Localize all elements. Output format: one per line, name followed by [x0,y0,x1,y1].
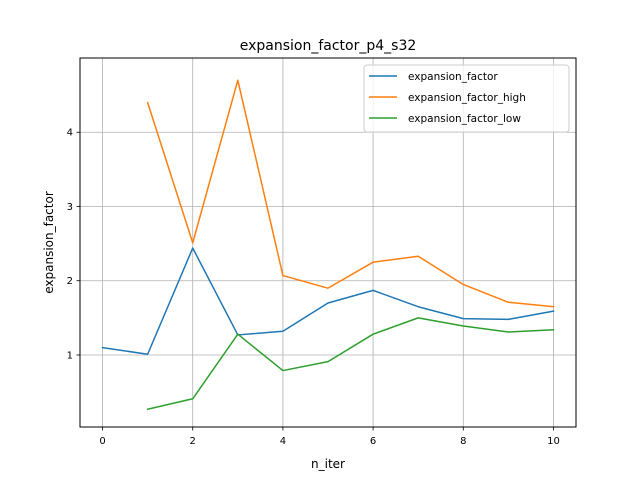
legend-label: expansion_factor_high [408,92,526,104]
series-line-expansion-factor-low [146,317,555,411]
legend: expansion_factor expansion_factor_highexp… [363,64,570,133]
chart-title: expansion_factor_p4_s32 [240,38,417,54]
x-tick-label: 6 [370,436,376,447]
y-axis-label: expansion_factor [42,191,56,294]
y-tick-label: 3 [67,202,73,213]
series-line-expansion-factor [101,247,555,355]
y-tick-label: 1 [67,350,73,361]
x-tick-label: 8 [460,436,466,447]
legend-box [363,64,570,133]
x-tick-label: 2 [190,436,196,447]
y-tick-label: 4 [67,128,73,139]
series-lines [101,79,555,411]
y-tick-label: 2 [67,276,73,287]
plot-area-frame [79,57,577,428]
x-tick-label: 0 [99,436,105,447]
x-axis-label: n_iter [311,457,345,471]
legend-label: expansion_factor_low [408,113,521,125]
x-tick-label: 10 [547,436,560,447]
series-line-expansion-factor-high [146,79,555,308]
legend-label: expansion_factor [408,71,498,83]
x-tick-label: 4 [280,436,286,447]
